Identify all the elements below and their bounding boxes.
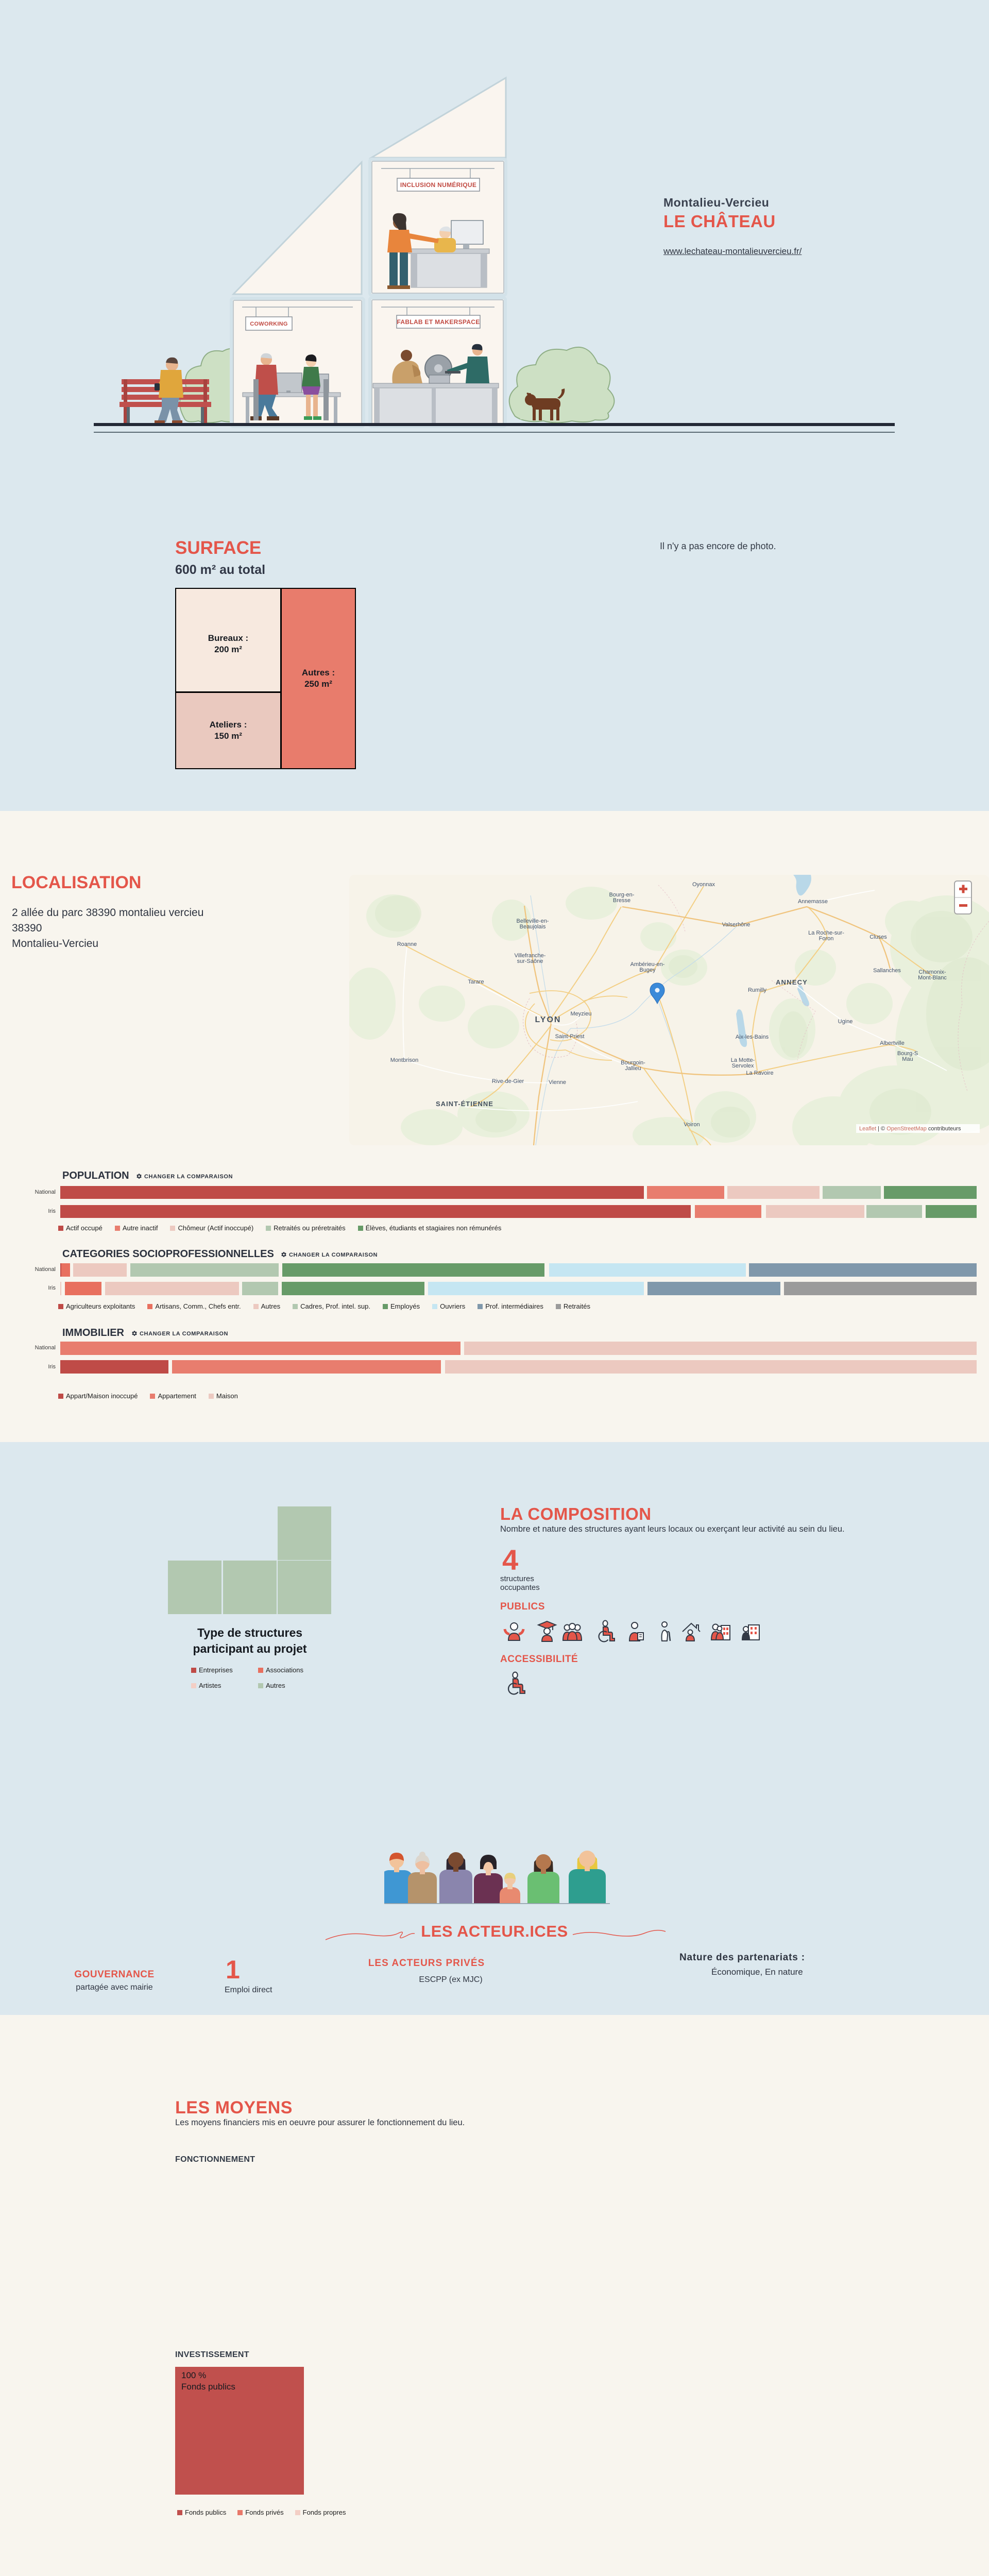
svg-text:Tarare: Tarare bbox=[468, 979, 484, 985]
svg-text:Albertville: Albertville bbox=[880, 1040, 905, 1046]
svg-text:Mau: Mau bbox=[902, 1056, 913, 1062]
svg-text:Bugey: Bugey bbox=[639, 967, 656, 973]
svg-text:Oyonnax: Oyonnax bbox=[692, 882, 715, 888]
svg-text:La Ravoire: La Ravoire bbox=[746, 1070, 773, 1076]
svg-text:Bourgoin-: Bourgoin- bbox=[621, 1060, 645, 1066]
svg-text:Montbrison: Montbrison bbox=[390, 1057, 418, 1063]
svg-text:Bresse: Bresse bbox=[613, 897, 630, 904]
svg-text:FABLAB ET MAKERSPACE: FABLAB ET MAKERSPACE bbox=[397, 318, 480, 326]
svg-text:Voiron: Voiron bbox=[684, 1122, 700, 1128]
svg-text:Saint-Priest: Saint-Priest bbox=[555, 1033, 585, 1040]
svg-text:Roanne: Roanne bbox=[397, 941, 417, 947]
svg-text:Cluses: Cluses bbox=[869, 934, 887, 940]
svg-text:Bourg-en-: Bourg-en- bbox=[609, 892, 635, 898]
svg-text:Beaujolais: Beaujolais bbox=[520, 924, 546, 930]
svg-text:Rumilly: Rumilly bbox=[748, 987, 767, 993]
svg-text:sur-Saône: sur-Saône bbox=[517, 958, 543, 964]
svg-text:Belleville-en-: Belleville-en- bbox=[517, 918, 549, 924]
svg-text:Ambérieu-en-: Ambérieu-en- bbox=[630, 961, 665, 968]
svg-text:SAINT-ÉTIENNE: SAINT-ÉTIENNE bbox=[436, 1100, 493, 1108]
svg-text:Villefranche-: Villefranche- bbox=[515, 953, 546, 959]
svg-text:INCLUSION NUMÉRIQUE: INCLUSION NUMÉRIQUE bbox=[400, 181, 476, 189]
svg-text:Annemasse: Annemasse bbox=[798, 899, 828, 905]
svg-text:Bourg-S: Bourg-S bbox=[897, 1050, 918, 1057]
svg-text:Vienne: Vienne bbox=[549, 1079, 566, 1086]
svg-text:Leaflet | © OpenStreetMap cont: Leaflet | © OpenStreetMap contributeurs bbox=[859, 1126, 961, 1132]
svg-text:Chamonix-: Chamonix- bbox=[918, 969, 946, 975]
svg-text:Sallanches: Sallanches bbox=[873, 968, 901, 974]
svg-text:Foron: Foron bbox=[819, 936, 834, 942]
svg-text:Ugine: Ugine bbox=[838, 1019, 853, 1025]
svg-text:La Roche-sur-: La Roche-sur- bbox=[808, 930, 844, 936]
svg-text:Meyzieu: Meyzieu bbox=[571, 1011, 592, 1017]
svg-text:La Motte-: La Motte- bbox=[731, 1057, 755, 1063]
svg-text:Valserhône: Valserhône bbox=[722, 922, 751, 928]
svg-text:Rive-de-Gier: Rive-de-Gier bbox=[492, 1078, 524, 1084]
svg-text:Mont-Blanc: Mont-Blanc bbox=[918, 975, 947, 981]
svg-text:Jallieu: Jallieu bbox=[625, 1065, 641, 1072]
svg-text:ANNECY: ANNECY bbox=[776, 978, 808, 986]
svg-text:LYON: LYON bbox=[535, 1015, 561, 1024]
svg-text:Aix-les-Bains: Aix-les-Bains bbox=[736, 1034, 769, 1040]
svg-text:Servolex: Servolex bbox=[732, 1063, 754, 1069]
svg-text:COWORKING: COWORKING bbox=[250, 321, 288, 327]
